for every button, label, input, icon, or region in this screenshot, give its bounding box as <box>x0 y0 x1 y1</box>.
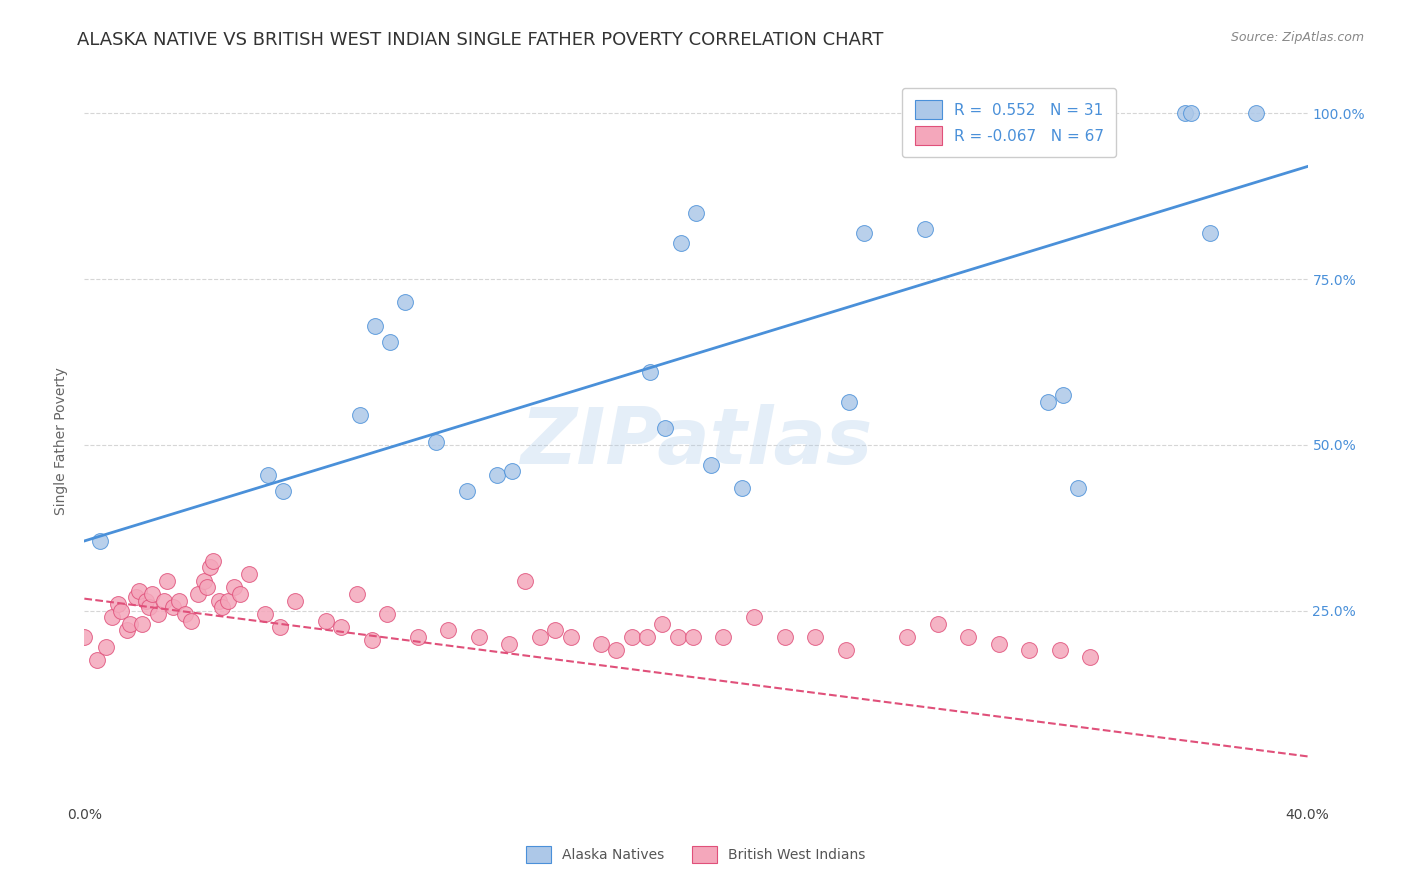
Point <box>73 630 96 644</box>
Point <box>654 421 676 435</box>
Point <box>94 640 117 654</box>
Point <box>669 235 692 250</box>
Point <box>957 630 980 644</box>
Point <box>1180 106 1202 120</box>
Point <box>360 633 382 648</box>
Point <box>682 630 704 644</box>
Point <box>120 616 142 631</box>
Point <box>315 614 337 628</box>
Point <box>193 574 215 588</box>
Point <box>838 394 860 409</box>
Point <box>364 318 387 333</box>
Point <box>153 593 176 607</box>
Point <box>217 593 239 607</box>
Point <box>135 593 157 607</box>
Point <box>1052 388 1074 402</box>
Point <box>486 467 509 482</box>
Point <box>211 600 233 615</box>
Text: Source: ZipAtlas.com: Source: ZipAtlas.com <box>1230 31 1364 45</box>
Point <box>269 620 291 634</box>
Point <box>529 630 551 644</box>
Point <box>636 630 658 644</box>
Point <box>180 614 202 628</box>
Point <box>201 554 224 568</box>
Point <box>835 643 858 657</box>
Point <box>195 580 218 594</box>
Point <box>1174 106 1197 120</box>
Text: ZIPatlas: ZIPatlas <box>520 403 872 480</box>
Point <box>257 467 280 482</box>
Point <box>146 607 169 621</box>
Point <box>502 464 524 478</box>
Point <box>1080 650 1102 665</box>
Point <box>115 624 138 638</box>
Point <box>437 624 460 638</box>
Point <box>1067 481 1090 495</box>
Point <box>125 591 148 605</box>
Point <box>560 630 582 644</box>
Point <box>773 630 796 644</box>
Point <box>456 484 478 499</box>
Point <box>110 603 132 617</box>
Point <box>229 587 252 601</box>
Point <box>394 295 416 310</box>
Point <box>605 643 627 657</box>
Point <box>141 587 163 601</box>
Point <box>651 616 673 631</box>
Point <box>253 607 276 621</box>
Point <box>1036 394 1059 409</box>
Point <box>731 481 754 495</box>
Point <box>107 597 129 611</box>
Point <box>544 624 567 638</box>
Point <box>89 533 111 548</box>
Point <box>162 600 184 615</box>
Point <box>1049 643 1071 657</box>
Point <box>330 620 353 634</box>
Point <box>804 630 827 644</box>
Point <box>238 567 260 582</box>
Point <box>198 560 221 574</box>
Point <box>987 637 1010 651</box>
Point <box>138 600 160 615</box>
Point <box>513 574 536 588</box>
Point <box>700 458 723 472</box>
Point <box>638 365 661 379</box>
Point <box>1244 106 1267 120</box>
Point <box>186 587 208 601</box>
Point <box>425 434 447 449</box>
Point <box>346 587 368 601</box>
Point <box>131 616 153 631</box>
Point <box>927 616 949 631</box>
Point <box>349 408 371 422</box>
Point <box>86 653 108 667</box>
Point <box>174 607 197 621</box>
Point <box>468 630 491 644</box>
Point <box>128 583 150 598</box>
Point <box>208 593 231 607</box>
Point <box>167 593 190 607</box>
Point <box>406 630 429 644</box>
Point <box>853 226 876 240</box>
Point <box>914 222 936 236</box>
Point <box>375 607 398 621</box>
Point <box>498 637 520 651</box>
Text: ALASKA NATIVE VS BRITISH WEST INDIAN SINGLE FATHER POVERTY CORRELATION CHART: ALASKA NATIVE VS BRITISH WEST INDIAN SIN… <box>77 31 884 49</box>
Point <box>666 630 689 644</box>
Point <box>156 574 179 588</box>
Point <box>685 206 707 220</box>
Point <box>1018 643 1040 657</box>
Point <box>271 484 294 499</box>
Y-axis label: Single Father Poverty: Single Father Poverty <box>55 368 69 516</box>
Point <box>591 637 613 651</box>
Point <box>380 335 402 350</box>
Point <box>284 593 307 607</box>
Point <box>742 610 765 624</box>
Point <box>896 630 918 644</box>
Legend: Alaska Natives, British West Indians: Alaska Natives, British West Indians <box>520 840 872 868</box>
Point <box>224 580 246 594</box>
Point <box>620 630 643 644</box>
Point <box>713 630 735 644</box>
Point <box>1198 226 1220 240</box>
Point <box>101 610 124 624</box>
